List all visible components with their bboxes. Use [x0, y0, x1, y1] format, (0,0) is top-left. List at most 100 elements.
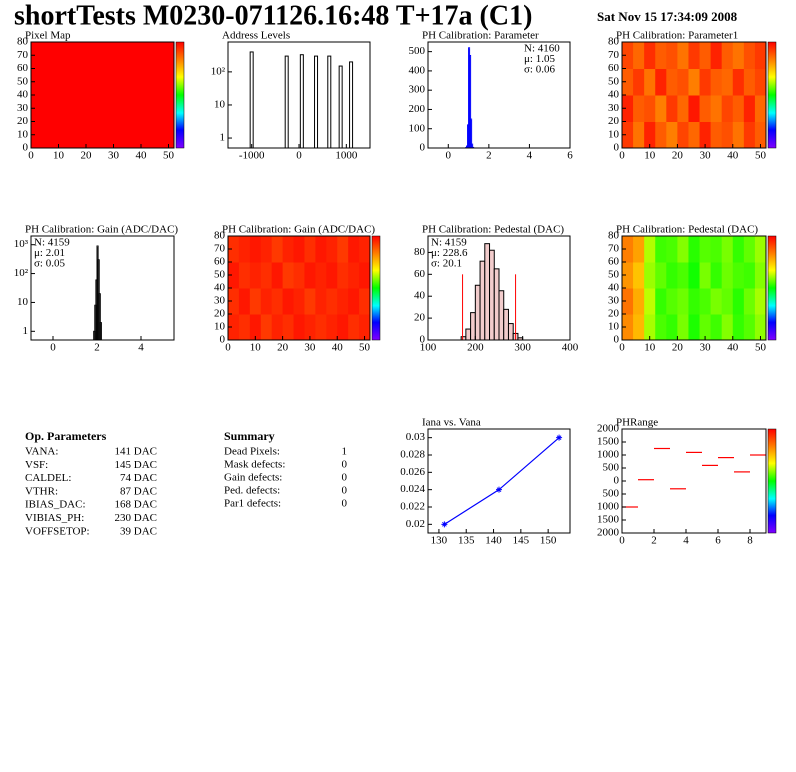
heatmap-cell: [633, 262, 645, 289]
y-tick-label: 70: [214, 243, 226, 255]
parameters-title: Op. Parameters: [25, 429, 107, 443]
heatmap-cell: [622, 262, 634, 289]
heatmap-cell: [688, 236, 701, 263]
heatmap-cell: [754, 236, 767, 263]
heatmap-cell: [655, 262, 667, 289]
heatmap-cell: [282, 314, 295, 341]
y-tick-label: 30: [214, 295, 226, 307]
heatmap-cell: [655, 314, 667, 341]
heatmap-cell: [644, 236, 656, 263]
heatmap-cell: [721, 236, 734, 263]
stats-text: N: 4160: [524, 43, 560, 55]
heatmap-cell: [688, 42, 701, 69]
heatmap-cell: [260, 236, 273, 263]
plot-frame: [427, 428, 571, 534]
heatmap-cell: [228, 288, 240, 315]
marker: [496, 486, 502, 493]
page-title: shortTests M0230-071126.16:48 T+17a (C1): [14, 0, 532, 31]
x-tick-label: 6: [567, 150, 573, 162]
heatmap-cell: [699, 262, 712, 289]
heatmap-cell: [633, 121, 645, 149]
y-tick-label: 0: [420, 142, 426, 154]
heatmap-cell: [677, 314, 689, 341]
parameter-value: 141 DAC: [115, 446, 157, 458]
heatmap-cell: [238, 314, 251, 341]
heatmap-cell: [677, 95, 689, 122]
heatmap-cell: [688, 95, 701, 122]
spike: [349, 61, 354, 149]
heatmap-cell: [666, 95, 678, 122]
y-tick-label: 50: [214, 269, 226, 281]
y-tick-label: 10²: [211, 65, 226, 77]
heatmap-cell: [249, 236, 262, 263]
page-date: Sat Nov 15 17:34:09 2008: [597, 9, 738, 24]
x-tick-label: 50: [163, 150, 175, 162]
chart-title: Address Levels: [222, 30, 290, 42]
heatmap-cell: [732, 314, 745, 341]
heatmap-cell: [655, 42, 667, 69]
heatmap-cell: [337, 236, 349, 263]
y-tick-label: 30: [17, 102, 29, 114]
heatmap-cell: [732, 236, 745, 263]
heatmap-cell: [304, 314, 316, 341]
histogram-bar: [479, 260, 486, 341]
y-tick-label: 0: [23, 142, 29, 154]
color-bar: [371, 235, 381, 341]
heatmap-cell: [644, 68, 656, 96]
y-tick-label: 0.03: [406, 431, 426, 443]
chart-title: PH Calibration: Gain (ADC/DAC): [222, 224, 375, 236]
heatmap-cell: [622, 68, 634, 96]
heatmap-cell: [710, 95, 723, 122]
chart-title: PHRange: [616, 417, 658, 429]
y-tick-label: 1: [220, 132, 226, 144]
x-tick-label: 0: [225, 342, 231, 354]
heatmap-cell: [293, 314, 305, 341]
stats-text: μ: 2.01: [34, 247, 65, 259]
heatmap-cell: [315, 262, 327, 289]
chart-title: PH Calibration: Parameter1: [616, 30, 738, 42]
heatmap-cell: [699, 42, 712, 69]
heatmap-cell: [326, 314, 338, 341]
histogram-bar: [493, 268, 500, 341]
heatmap-cell: [677, 42, 689, 69]
heatmap-cell: [228, 262, 240, 289]
heatmap-cell: [699, 236, 712, 263]
heatmap-cell: [271, 236, 284, 263]
x-tick-label: -1000: [239, 150, 265, 162]
plot-frame: [30, 235, 175, 341]
summary-value: 0: [342, 498, 348, 510]
heatmap-cell: [721, 121, 734, 149]
summary-value: 1: [342, 446, 348, 458]
y-tick-label: 400: [409, 64, 426, 76]
heatmap-cell: [260, 262, 273, 289]
plot-frame: [621, 428, 767, 534]
x-tick-label: 30: [108, 150, 120, 162]
x-tick-label: 20: [672, 342, 684, 354]
heatmap-cell: [337, 314, 349, 341]
heatmap-cell: [293, 288, 305, 315]
heatmap-cell: [304, 288, 316, 315]
heatmap-cell: [293, 236, 305, 263]
heatmap-cell: [260, 288, 273, 315]
y-tick-label: 10: [17, 128, 29, 140]
x-tick-label: 50: [755, 150, 767, 162]
y-tick-label: 80: [214, 230, 226, 242]
y-tick-label: 50: [608, 75, 620, 87]
heatmap-cell: [644, 121, 656, 149]
y-tick-label: 20: [414, 312, 426, 324]
y-tick-label: 40: [608, 282, 620, 294]
x-tick-label: 30: [304, 342, 316, 354]
x-tick-label: 2: [486, 150, 492, 162]
y-tick-label: 500: [409, 45, 426, 57]
summary-value: 0: [342, 459, 348, 471]
heatmap-cell: [348, 236, 360, 263]
heatmap-cell: [359, 314, 371, 341]
parameter-label: VANA:: [25, 446, 58, 458]
color-bar: [767, 428, 777, 534]
chart-title: PH Calibration: Parameter: [422, 30, 539, 42]
y-tick-label: 0: [614, 475, 620, 487]
y-tick-label: 50: [608, 269, 620, 281]
stats-text: σ: 0.05: [34, 258, 65, 270]
plot-frame: [227, 41, 371, 149]
heatmap-cell: [622, 288, 634, 315]
